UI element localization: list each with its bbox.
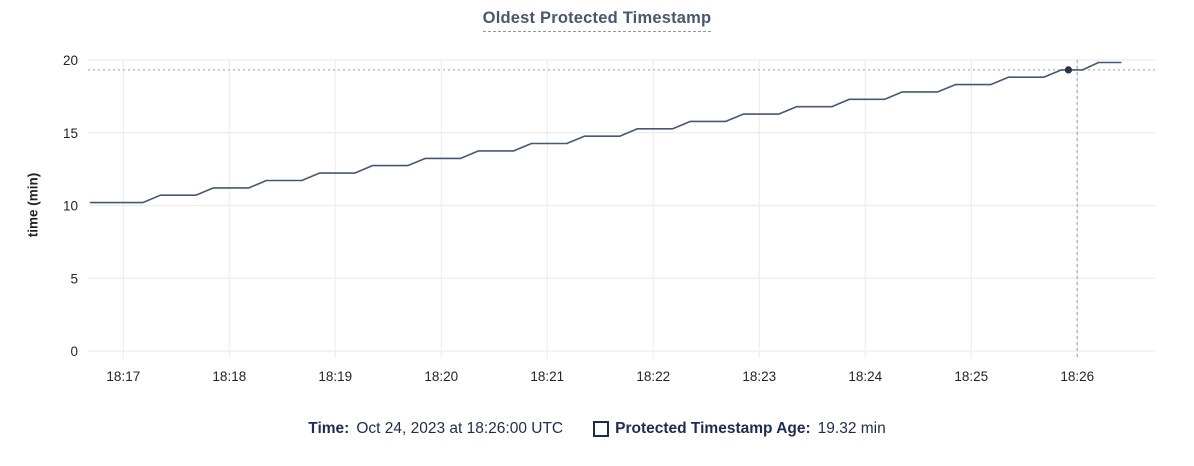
- y-tick-label: 0: [70, 344, 78, 359]
- hover-time-readout: Time: Oct 24, 2023 at 18:26:00 UTC: [308, 420, 563, 438]
- x-tick-label: 18:25: [954, 369, 988, 384]
- x-tick-label: 18:19: [318, 369, 352, 384]
- y-tick-label: 5: [70, 271, 78, 286]
- series-label: Protected Timestamp Age:: [615, 420, 811, 437]
- x-tick-label: 18:22: [636, 369, 670, 384]
- y-tick-label: 10: [63, 199, 78, 214]
- time-value: Oct 24, 2023 at 18:26:00 UTC: [356, 420, 564, 437]
- series-value: 19.32 min: [817, 420, 886, 437]
- hover-point-dot: [1064, 66, 1073, 74]
- series-line-protected-timestamp-age: [89, 61, 1122, 204]
- legend-item-protected-timestamp-age[interactable]: Protected Timestamp Age: 19.32 min: [593, 420, 886, 438]
- legend-checkbox-icon[interactable]: [593, 421, 610, 437]
- x-tick-label: 18:26: [1060, 369, 1094, 384]
- y-axis-title: time (min): [25, 172, 41, 238]
- chart-title[interactable]: Oldest Protected Timestamp: [482, 9, 712, 32]
- x-tick-label: 18:24: [848, 369, 882, 384]
- y-tick-label: 15: [63, 126, 78, 141]
- line-chart-plot-area[interactable]: 0 5 10 15 20 18:17 18:18 18:19 18:20 18:21 18:22 18…: [0, 0, 1194, 410]
- y-tick-label: 20: [63, 53, 78, 68]
- x-tick-label: 18:23: [742, 369, 776, 384]
- time-label: Time:: [308, 420, 350, 437]
- chart-footer-legend: Time: Oct 24, 2023 at 18:26:00 UTC Prote…: [0, 420, 1194, 438]
- x-tick-label: 18:21: [530, 369, 564, 384]
- chart-title-row: Oldest Protected Timestamp: [0, 9, 1194, 32]
- x-tick-label: 18:18: [212, 369, 246, 384]
- x-tick-label: 18:17: [106, 369, 140, 384]
- x-tick-label: 18:20: [424, 369, 458, 384]
